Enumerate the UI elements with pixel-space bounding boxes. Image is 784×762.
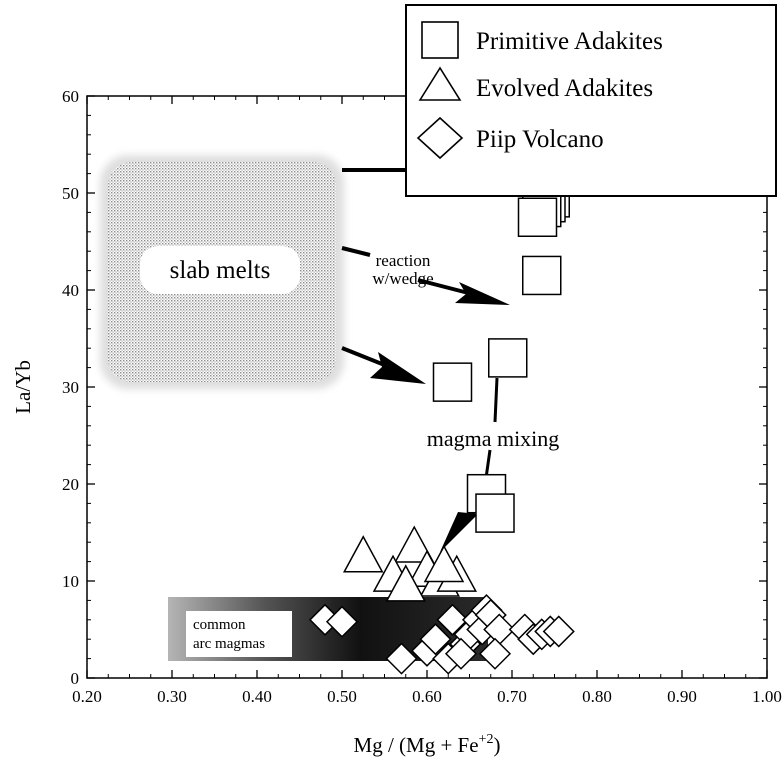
y-tick-label: 30 bbox=[62, 378, 79, 397]
magma-mixing-label-box: magma mixing bbox=[404, 424, 582, 452]
y-tick-label: 20 bbox=[62, 475, 79, 494]
svg-text:magma mixing: magma mixing bbox=[427, 426, 560, 451]
x-axis-title: Mg / (Mg + Fe+2) bbox=[354, 732, 501, 757]
evolved-adakite-point bbox=[423, 544, 465, 583]
primitive-adakite-point bbox=[522, 255, 562, 296]
wedge-label: w/wedge bbox=[372, 269, 433, 288]
x-tick-label: 0.60 bbox=[412, 687, 442, 706]
x-tick-label: 0.20 bbox=[72, 687, 102, 706]
svg-text:common: common bbox=[193, 617, 246, 633]
piip-volcano-point bbox=[436, 603, 469, 636]
evolved-adakite-point bbox=[342, 535, 384, 573]
piip-volcano-point bbox=[542, 615, 575, 648]
legend-label-piip: Piip Volcano bbox=[476, 126, 604, 153]
slab-melts-label-box: slab melts bbox=[140, 246, 300, 294]
primitive-adakite-point bbox=[475, 493, 515, 533]
y-tick-label: 10 bbox=[62, 572, 79, 591]
y-tick-label: 0 bbox=[71, 669, 80, 688]
primitive-adakite-point bbox=[432, 362, 473, 402]
piip-volcano-point bbox=[325, 605, 359, 638]
legend-label-evolved: Evolved Adakites bbox=[476, 75, 653, 102]
y-tick-labels: 0 10 20 30 40 50 60 bbox=[62, 87, 79, 688]
evolved-adakite-point bbox=[393, 525, 435, 563]
svg-text:arc magmas: arc magmas bbox=[193, 636, 265, 652]
piip-volcano-point bbox=[478, 637, 512, 670]
legend-label-primitive: Primitive Adakites bbox=[476, 28, 663, 55]
y-tick-label: 50 bbox=[62, 184, 79, 203]
legend-box bbox=[405, 4, 777, 197]
data-marks bbox=[308, 178, 575, 675]
x-tick-label: 0.50 bbox=[327, 687, 357, 706]
legend-triangle-marker bbox=[418, 66, 462, 101]
legend: Primitive Adakites Evolved Adakites Piip… bbox=[405, 4, 777, 197]
y-tick-label: 60 bbox=[62, 87, 79, 106]
x-axis-title-superscript: +2 bbox=[479, 732, 494, 747]
piip-volcano-point bbox=[385, 642, 418, 675]
x-tick-label: 0.70 bbox=[497, 687, 527, 706]
evolved-adakite-point bbox=[385, 564, 427, 602]
arrow-slab-to-mixed bbox=[341, 346, 426, 384]
common-arc-magmas-label-box: common arc magmas bbox=[186, 611, 292, 657]
x-tick-label: 0.30 bbox=[157, 687, 187, 706]
x-tick-labels: 0.20 0.30 0.40 0.50 0.60 0.70 0.80 0.90 1.00 bbox=[72, 687, 782, 706]
piip-volcano-point bbox=[419, 623, 452, 656]
arrow-reaction-wedge bbox=[341, 246, 510, 305]
x-tick-label: 0.80 bbox=[582, 687, 612, 706]
reaction-label: reaction bbox=[376, 251, 431, 270]
primitive-adakite-point bbox=[517, 197, 558, 237]
primitive-adakite-point bbox=[488, 338, 528, 378]
x-tick-label: 1.00 bbox=[752, 687, 782, 706]
y-axis-title: La/Yb bbox=[11, 360, 35, 414]
y-tick-label: 40 bbox=[62, 281, 79, 300]
x-tick-label: 0.90 bbox=[667, 687, 697, 706]
legend-square-marker bbox=[421, 21, 459, 59]
x-tick-label: 0.40 bbox=[242, 687, 272, 706]
svg-text:slab melts: slab melts bbox=[170, 257, 271, 284]
piip-volcano-point bbox=[444, 637, 478, 670]
legend-diamond-marker bbox=[416, 116, 464, 160]
